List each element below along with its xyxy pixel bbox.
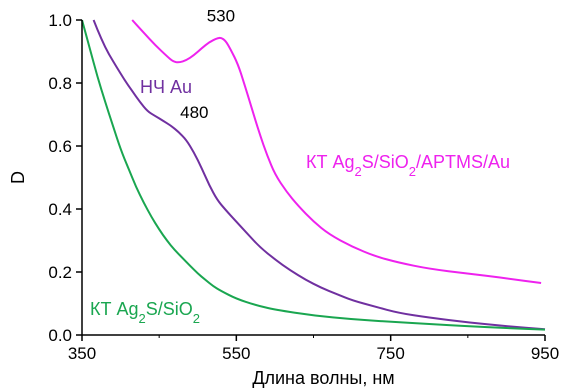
series-line-ag2s-sio2-aptms-au xyxy=(131,19,542,284)
y-tick-label: 0.4 xyxy=(48,200,72,219)
y-tick-label: 0.8 xyxy=(48,74,72,93)
ticks-layer: 350 550 750 950 0.0 0.2 0.4 0.6 0.8 1.0 xyxy=(48,11,559,363)
x-tick-label: 750 xyxy=(376,344,404,363)
series-label-ag2s-sio2: КТ Ag2S/SiO2 xyxy=(90,299,200,326)
series-line-ag2s-sio2 xyxy=(81,19,546,331)
series-line-au-nanoparticles xyxy=(92,19,546,331)
y-axis-label: D xyxy=(8,171,28,184)
peak-annotation: 530 xyxy=(207,7,235,26)
peak-annotation: 480 xyxy=(180,103,208,122)
series-layer xyxy=(81,19,546,331)
x-tick-label: 350 xyxy=(68,344,96,363)
x-axis-label: Длина волны, нм xyxy=(252,368,394,388)
y-tick-label: 0.2 xyxy=(48,263,72,282)
y-tick-label: 1.0 xyxy=(48,11,72,30)
x-tick-label: 550 xyxy=(222,344,250,363)
annotations-layer: 530 480 xyxy=(180,7,235,122)
series-label-ag2s-sio2-aptms-au: КТ Ag2S/SiO2/APTMS/Au xyxy=(306,152,510,179)
series-labels-layer: КТ Ag2S/SiO2/APTMS/Au НЧ Au КТ Ag2S/SiO2 xyxy=(90,77,510,326)
y-tick-label: 0.6 xyxy=(48,137,72,156)
series-label-au-nanoparticles: НЧ Au xyxy=(140,77,192,97)
x-tick-label: 950 xyxy=(531,344,559,363)
y-tick-label: 0.0 xyxy=(48,326,72,345)
axes-layer xyxy=(81,20,545,336)
